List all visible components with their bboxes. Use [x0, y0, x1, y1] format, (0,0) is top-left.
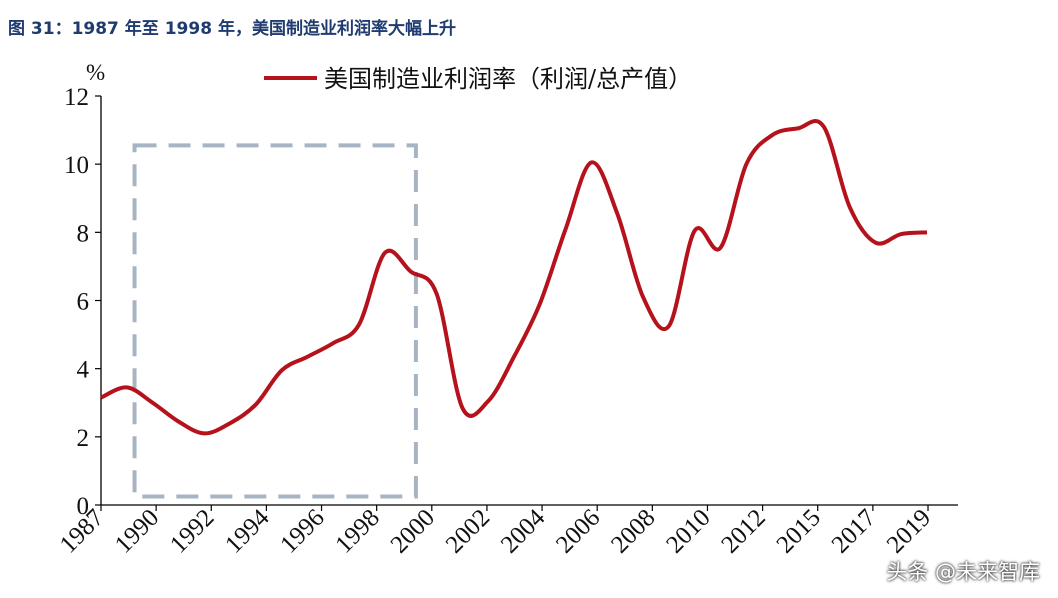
legend: 美国制造业利润率（利润/总产值） [264, 65, 692, 93]
x-tick-label: 1992 [165, 504, 219, 558]
x-tick-label: 1994 [220, 504, 275, 559]
y-tick-label: 0 [77, 493, 90, 520]
x-tick-label: 2004 [496, 504, 551, 559]
x-tick-label: 1990 [110, 504, 164, 558]
axes [100, 96, 958, 506]
y-tick-label: 6 [77, 289, 90, 316]
x-tick-label: 1998 [330, 504, 384, 558]
y-unit-label: % [86, 60, 105, 85]
watermark: 头条 @未来智库 [886, 560, 1040, 584]
x-tick-label: 2006 [551, 504, 605, 558]
y-tick-label: 10 [64, 152, 89, 179]
y-axis-ticks: 0 2 4 6 8 10 12 [64, 84, 101, 520]
x-tick-label: 2000 [386, 504, 440, 558]
series-line [100, 119, 928, 436]
x-tick-label: 2002 [441, 504, 495, 558]
x-tick-label: 2008 [606, 504, 660, 558]
y-tick-label: 2 [77, 425, 90, 452]
x-tick-label: 2019 [882, 504, 936, 558]
x-tick-label: 2012 [716, 504, 770, 558]
figure-title: 图 31：1987 年至 1998 年，美国制造业利润率大幅上升 [8, 19, 456, 39]
y-tick-label: 4 [77, 357, 90, 384]
x-tick-label: 2017 [827, 504, 881, 558]
x-axis-ticks: 1987 1990 1992 1994 1996 1998 2000 2002 2004 2006… [55, 504, 936, 559]
y-tick-label: 12 [64, 84, 89, 111]
y-tick-label: 8 [77, 220, 90, 247]
x-tick-label: 2010 [661, 504, 715, 558]
x-tick-label: 2015 [772, 504, 826, 558]
x-tick-label: 1996 [275, 504, 329, 558]
x-tick-label: 1987 [55, 504, 109, 558]
legend-label: 美国制造业利润率（利润/总产值） [324, 65, 692, 93]
highlight-box [132, 143, 418, 499]
